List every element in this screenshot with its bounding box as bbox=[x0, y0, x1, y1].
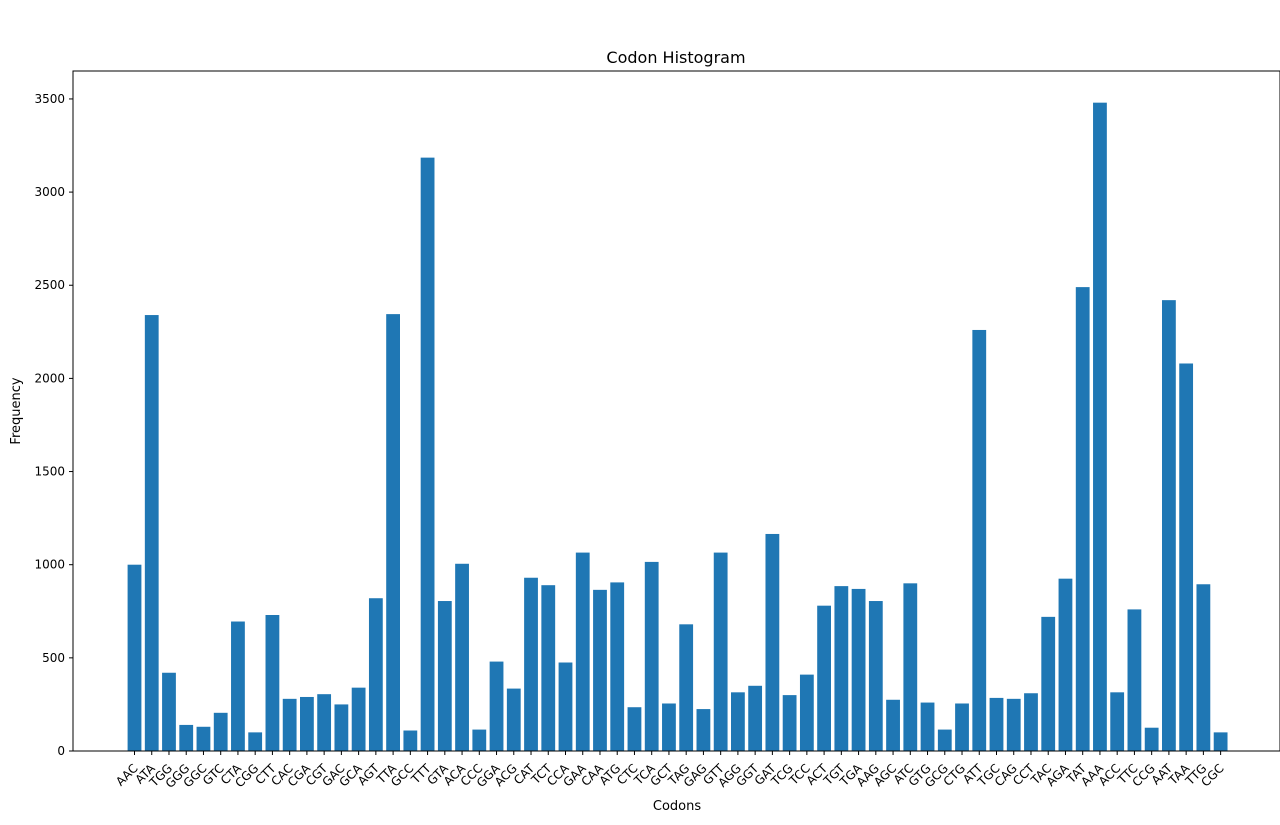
bar-ttg bbox=[1196, 584, 1211, 751]
bar-taa bbox=[1179, 363, 1194, 751]
bar-acc bbox=[1110, 692, 1125, 751]
bar-cct bbox=[1024, 693, 1038, 751]
bar-gtg bbox=[920, 702, 935, 751]
bar-cag bbox=[1006, 698, 1021, 751]
bar-caa bbox=[593, 589, 607, 751]
bars-group bbox=[127, 102, 1228, 752]
bar-cca bbox=[558, 662, 573, 751]
y-tick-label: 2500 bbox=[34, 278, 65, 292]
bar-ata bbox=[144, 315, 159, 751]
bar-cat bbox=[524, 577, 538, 751]
bar-tgg bbox=[162, 672, 176, 751]
y-axis-label: Frequency bbox=[9, 377, 24, 444]
bar-tag bbox=[679, 624, 694, 751]
bar-ctg bbox=[955, 703, 969, 751]
bar-cta bbox=[231, 621, 245, 751]
bar-agt bbox=[368, 598, 383, 751]
bar-ggc bbox=[196, 726, 211, 751]
bar-cgg bbox=[248, 732, 263, 751]
bar-aca bbox=[455, 563, 469, 751]
bar-tgt bbox=[834, 586, 849, 751]
y-tick-label: 1000 bbox=[34, 558, 65, 572]
bar-gat bbox=[765, 533, 780, 751]
y-tick-label: 1500 bbox=[34, 465, 65, 479]
bar-ttc bbox=[1127, 609, 1142, 751]
y-tick-label: 500 bbox=[42, 651, 65, 665]
bar-ggg bbox=[179, 724, 194, 751]
bar-aag bbox=[868, 601, 883, 751]
bar-tga bbox=[851, 588, 866, 751]
bar-ccc bbox=[472, 729, 487, 751]
bar-tcc bbox=[799, 674, 814, 751]
bar-tcg bbox=[782, 695, 797, 751]
bar-agg bbox=[731, 692, 745, 751]
bar-ctt bbox=[265, 615, 280, 751]
bar-tac bbox=[1041, 616, 1056, 751]
bar-gag bbox=[696, 709, 711, 751]
bar-ttt bbox=[420, 157, 435, 751]
bar-act bbox=[817, 605, 831, 751]
bar-acg bbox=[506, 688, 521, 751]
bar-aat bbox=[1162, 300, 1176, 751]
bar-cgt bbox=[317, 694, 332, 751]
bar-atg bbox=[610, 582, 625, 751]
bar-gcc bbox=[403, 730, 418, 751]
bar-tta bbox=[386, 314, 400, 751]
bar-cgc bbox=[1213, 732, 1228, 751]
bar-gaa bbox=[575, 552, 590, 751]
y-tick-label: 0 bbox=[57, 744, 65, 758]
bar-gac bbox=[334, 704, 349, 751]
bar-gga bbox=[489, 661, 504, 751]
bar-tgc bbox=[989, 697, 1004, 751]
bar-att bbox=[972, 329, 987, 751]
bar-atc bbox=[903, 583, 918, 751]
plot-frame bbox=[72, 70, 1280, 752]
bar-gca bbox=[351, 687, 366, 751]
bar-aac bbox=[127, 564, 142, 751]
bar-gtc bbox=[213, 712, 228, 751]
bar-ctc bbox=[627, 707, 642, 751]
bar-aaa bbox=[1093, 102, 1107, 752]
x-axis-label: Codons bbox=[653, 799, 701, 814]
bar-tat bbox=[1075, 287, 1090, 751]
y-tick-label: 3000 bbox=[34, 185, 65, 199]
y-axis: 0 500 1000 1500 2000 2500 3000 3500 bbox=[34, 92, 73, 758]
bar-aga bbox=[1058, 578, 1073, 751]
bar-tct bbox=[541, 585, 556, 751]
bar-tca bbox=[644, 561, 659, 751]
y-tick-label: 2000 bbox=[34, 371, 65, 385]
chart-title: Codon Histogram bbox=[606, 48, 745, 67]
bar-gcg bbox=[937, 729, 952, 751]
bar-cga bbox=[300, 696, 314, 751]
bar-ggt bbox=[748, 685, 763, 751]
y-tick-label: 3500 bbox=[34, 92, 65, 106]
bar-agc bbox=[886, 699, 900, 751]
bar-ccg bbox=[1144, 727, 1159, 751]
bar-cac bbox=[282, 698, 297, 751]
bar-gta bbox=[437, 601, 452, 751]
bar-gct bbox=[662, 703, 676, 751]
bar-gtt bbox=[713, 552, 728, 751]
